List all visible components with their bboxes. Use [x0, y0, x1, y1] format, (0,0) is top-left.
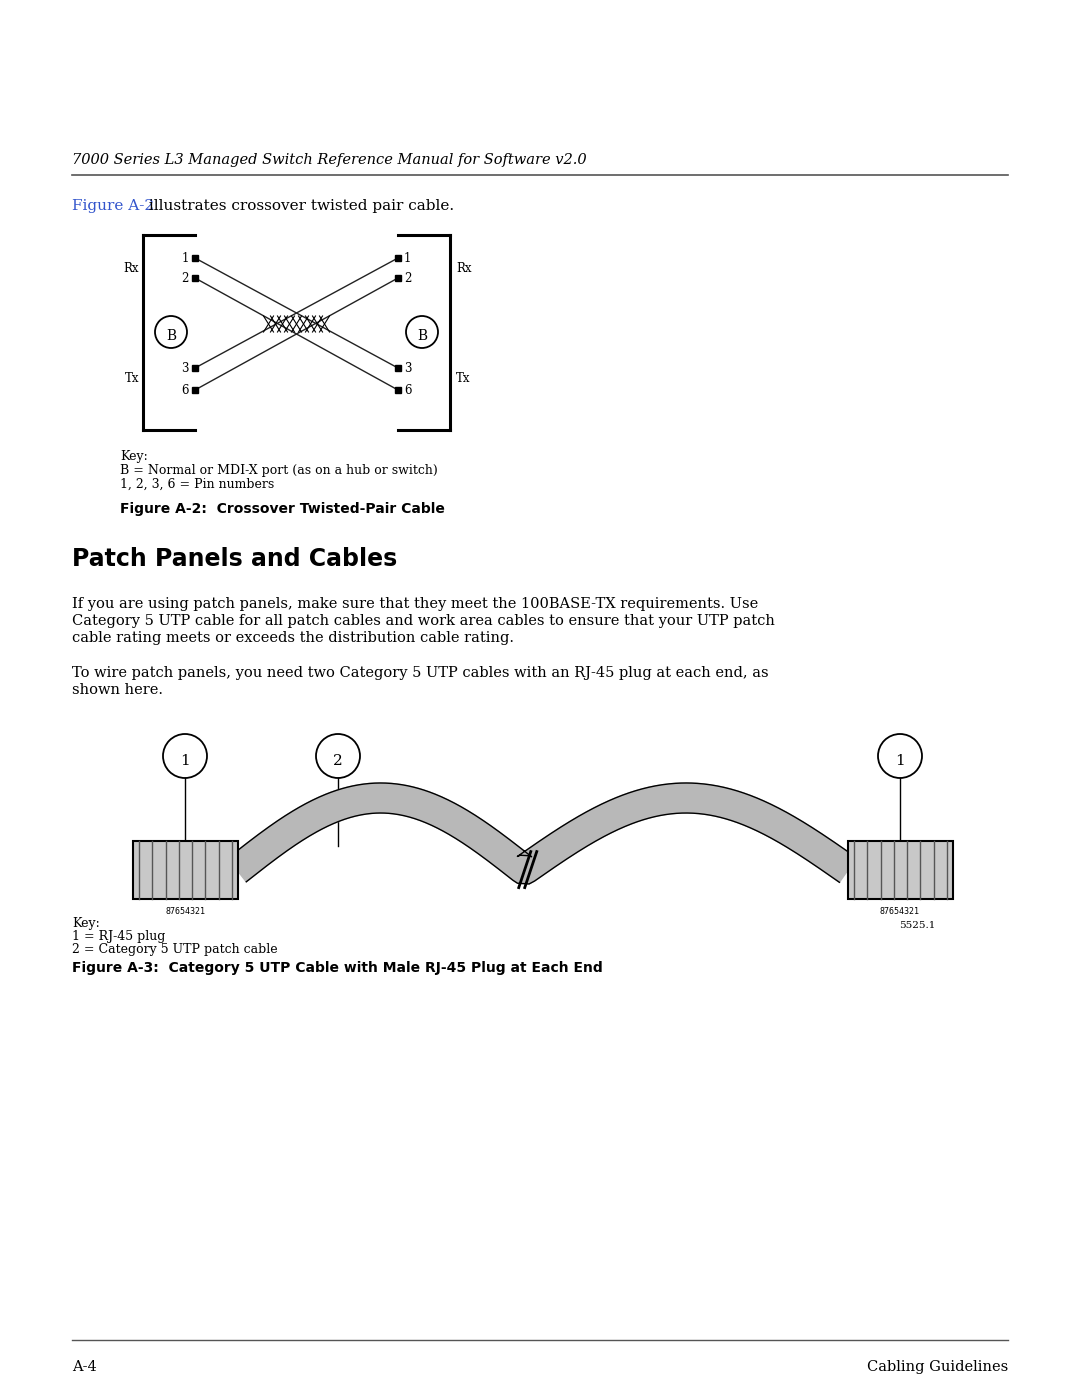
Text: Figure A-2: Figure A-2 — [72, 198, 154, 212]
Text: 7000 Series L3 Managed Switch Reference Manual for Software v2.0: 7000 Series L3 Managed Switch Reference … — [72, 154, 586, 168]
Text: 1: 1 — [181, 251, 189, 264]
Text: 1: 1 — [180, 754, 190, 768]
Text: Tx: Tx — [456, 373, 471, 386]
Text: Key:: Key: — [72, 916, 99, 930]
Text: Rx: Rx — [456, 261, 472, 274]
Text: 6: 6 — [404, 384, 411, 397]
Text: Patch Panels and Cables: Patch Panels and Cables — [72, 548, 397, 571]
Text: 3: 3 — [181, 362, 189, 374]
Text: B: B — [166, 330, 176, 344]
Text: 87654321: 87654321 — [880, 907, 920, 916]
Text: Cabling Guidelines: Cabling Guidelines — [867, 1361, 1008, 1375]
Text: 1 = RJ-45 plug: 1 = RJ-45 plug — [72, 930, 165, 943]
Text: 1: 1 — [895, 754, 905, 768]
Text: Tx: Tx — [124, 373, 139, 386]
Text: 5525.1: 5525.1 — [899, 921, 935, 930]
Text: 2 = Category 5 UTP patch cable: 2 = Category 5 UTP patch cable — [72, 943, 278, 956]
Text: 2: 2 — [404, 271, 411, 285]
Text: illustrates crossover twisted pair cable.: illustrates crossover twisted pair cable… — [144, 198, 454, 212]
Text: 3: 3 — [404, 362, 411, 374]
Text: Figure A-3:  Category 5 UTP Cable with Male RJ-45 Plug at Each End: Figure A-3: Category 5 UTP Cable with Ma… — [72, 961, 603, 975]
Text: B = Normal or MDI-X port (as on a hub or switch): B = Normal or MDI-X port (as on a hub or… — [120, 464, 437, 476]
Text: Key:: Key: — [120, 450, 148, 462]
Text: cable rating meets or exceeds the distribution cable rating.: cable rating meets or exceeds the distri… — [72, 631, 514, 645]
Text: 1, 2, 3, 6 = Pin numbers: 1, 2, 3, 6 = Pin numbers — [120, 478, 274, 490]
Text: 87654321: 87654321 — [165, 907, 205, 916]
Bar — [133, 841, 238, 900]
Text: 6: 6 — [181, 384, 189, 397]
Text: B: B — [417, 330, 427, 344]
Text: If you are using patch panels, make sure that they meet the 100BASE-TX requireme: If you are using patch panels, make sure… — [72, 597, 758, 610]
Polygon shape — [228, 782, 856, 884]
Text: Category 5 UTP cable for all patch cables and work area cables to ensure that yo: Category 5 UTP cable for all patch cable… — [72, 615, 774, 629]
Text: Rx: Rx — [123, 261, 139, 274]
Bar — [848, 841, 953, 900]
Text: shown here.: shown here. — [72, 683, 163, 697]
Text: 1: 1 — [404, 251, 411, 264]
Text: To wire patch panels, you need two Category 5 UTP cables with an RJ-45 plug at e: To wire patch panels, you need two Categ… — [72, 666, 769, 680]
Text: 2: 2 — [333, 754, 342, 768]
Text: 2: 2 — [181, 271, 189, 285]
Text: A-4: A-4 — [72, 1361, 97, 1375]
Text: Figure A-2:  Crossover Twisted-Pair Cable: Figure A-2: Crossover Twisted-Pair Cable — [120, 502, 445, 515]
